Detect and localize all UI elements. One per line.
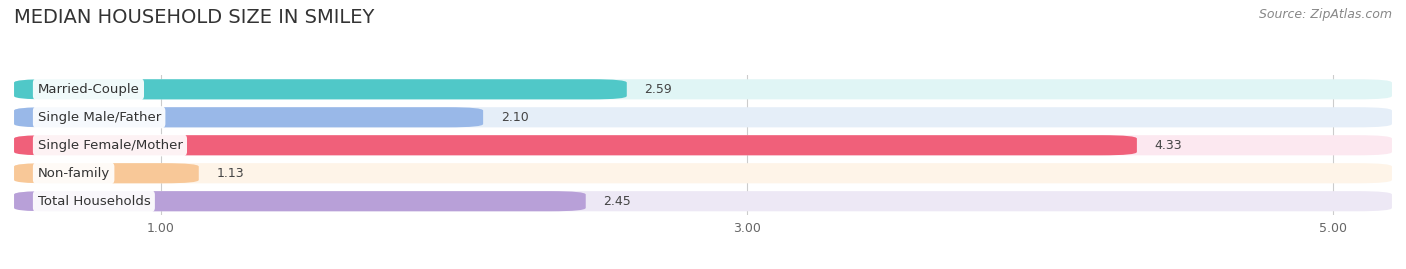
Text: Total Households: Total Households bbox=[38, 195, 150, 208]
Text: MEDIAN HOUSEHOLD SIZE IN SMILEY: MEDIAN HOUSEHOLD SIZE IN SMILEY bbox=[14, 8, 374, 27]
Text: Single Male/Father: Single Male/Father bbox=[38, 111, 160, 124]
Text: 1.13: 1.13 bbox=[217, 167, 245, 180]
FancyBboxPatch shape bbox=[14, 107, 1392, 127]
Text: Source: ZipAtlas.com: Source: ZipAtlas.com bbox=[1258, 8, 1392, 21]
FancyBboxPatch shape bbox=[14, 135, 1392, 155]
Text: 2.59: 2.59 bbox=[644, 83, 672, 96]
FancyBboxPatch shape bbox=[14, 163, 1392, 183]
FancyBboxPatch shape bbox=[14, 163, 198, 183]
Text: Non-family: Non-family bbox=[38, 167, 110, 180]
FancyBboxPatch shape bbox=[14, 107, 484, 127]
Text: 2.10: 2.10 bbox=[501, 111, 529, 124]
FancyBboxPatch shape bbox=[14, 135, 1137, 155]
FancyBboxPatch shape bbox=[14, 191, 1392, 211]
Text: Married-Couple: Married-Couple bbox=[38, 83, 139, 96]
FancyBboxPatch shape bbox=[14, 191, 586, 211]
FancyBboxPatch shape bbox=[14, 79, 627, 99]
Text: 2.45: 2.45 bbox=[603, 195, 631, 208]
FancyBboxPatch shape bbox=[14, 79, 1392, 99]
Text: Single Female/Mother: Single Female/Mother bbox=[38, 139, 183, 152]
Text: 4.33: 4.33 bbox=[1154, 139, 1182, 152]
